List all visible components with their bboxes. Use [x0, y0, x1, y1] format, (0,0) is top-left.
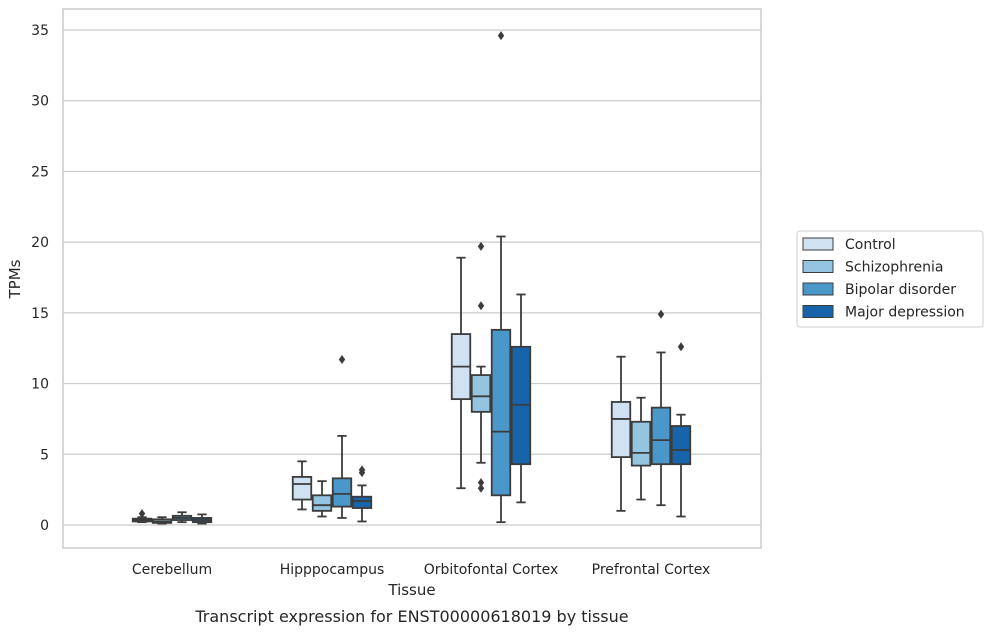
- outlier-point: [497, 31, 505, 41]
- box: [610, 401, 632, 459]
- x-tick-label: Hipppocampus: [280, 562, 385, 578]
- outlier-point: [477, 478, 485, 488]
- outlier-point: [657, 309, 665, 319]
- legend-label: Schizophrenia: [845, 260, 943, 276]
- y-tick-label: 15: [31, 306, 49, 322]
- gridlines: [63, 29, 761, 526]
- series-bipolar-disorder: [171, 31, 672, 524]
- x-tick-label: Prefrontal Cortex: [592, 562, 711, 578]
- box: [311, 494, 333, 512]
- legend-label: Major depression: [845, 305, 965, 321]
- chart-caption: Transcript expression for ENST0000061801…: [194, 607, 628, 626]
- y-tick-labels: 0 5 10 15 20 25 30 35: [31, 23, 49, 534]
- legend-frame: [796, 230, 984, 328]
- legend-label: Bipolar disorder: [845, 282, 956, 298]
- box: [331, 477, 353, 508]
- x-tick-labels: Cerebellum Hipppocampus Orbitofontal Corte…: [132, 562, 710, 578]
- legend: Control Schizophrenia Bipolar disorder Majo…: [796, 230, 984, 328]
- legend-swatch: [802, 282, 834, 296]
- box: [630, 420, 652, 467]
- series-schizophrenia: [151, 241, 652, 525]
- box: [351, 495, 373, 509]
- y-tick-label: 0: [40, 518, 49, 534]
- y-axis-label: TPMs: [6, 259, 24, 299]
- legend-swatch: [802, 237, 834, 251]
- legend-label: Control: [845, 237, 896, 253]
- box: [670, 425, 692, 466]
- y-tick-label: 20: [31, 235, 49, 251]
- x-axis-label: Tissue: [387, 581, 435, 599]
- outlier-point: [338, 355, 346, 365]
- y-tick-label: 25: [31, 164, 49, 180]
- y-tick-label: 5: [40, 447, 49, 463]
- plot-area-frame: [62, 8, 762, 549]
- outlier-point: [358, 468, 366, 478]
- outlier-point: [677, 342, 685, 352]
- box: [490, 328, 512, 497]
- box: [650, 406, 672, 466]
- y-tick-label: 30: [31, 94, 49, 110]
- outlier-point: [138, 509, 146, 519]
- box-series: [131, 31, 692, 525]
- box: [470, 374, 492, 413]
- series-control: [131, 256, 632, 524]
- x-tick-label: Orbitofontal Cortex: [424, 562, 559, 578]
- legend-swatch: [802, 260, 834, 273]
- y-tick-label: 35: [31, 23, 49, 39]
- outlier-point: [477, 483, 485, 493]
- outlier-point: [477, 301, 485, 311]
- legend-swatch: [802, 305, 834, 318]
- x-tick-label: Cerebellum: [132, 562, 212, 578]
- outlier-point: [477, 241, 485, 251]
- y-tick-label: 10: [31, 377, 49, 393]
- series-major-depression: [191, 293, 692, 525]
- box: [291, 476, 313, 501]
